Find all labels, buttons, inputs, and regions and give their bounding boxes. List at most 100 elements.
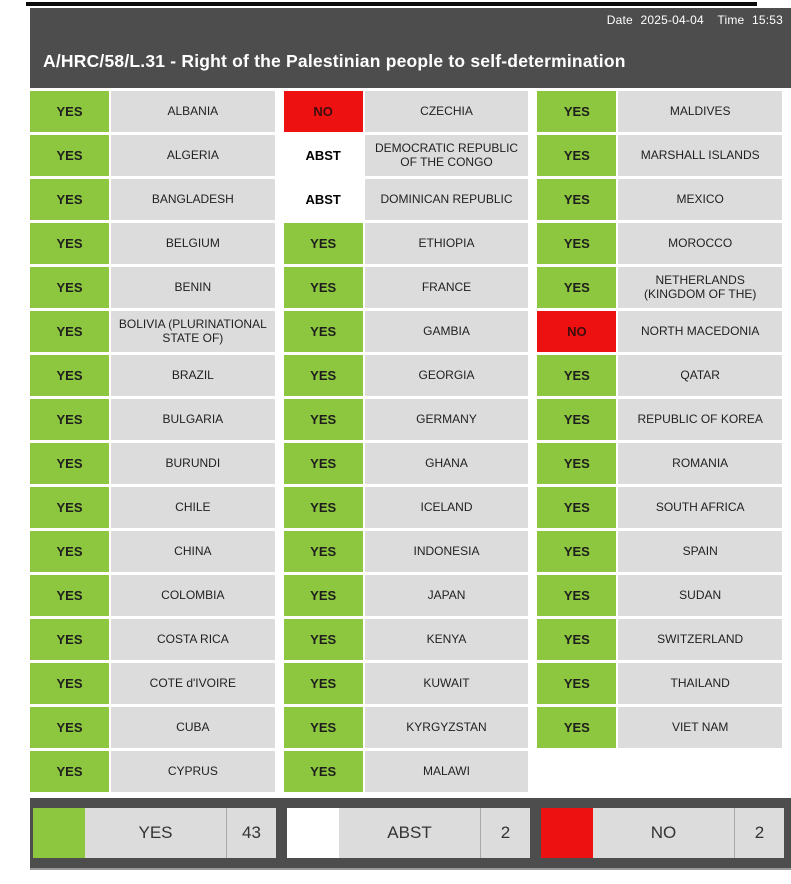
vote-row: YES VIET NAM — [537, 707, 783, 748]
vote-badge-yes: YES — [30, 487, 109, 528]
vote-row: YES REPUBLIC OF KOREA — [537, 399, 783, 440]
country-name: MOROCCO — [618, 223, 783, 264]
vote-row: NO CZECHIA — [283, 91, 529, 132]
country-name: QATAR — [618, 355, 783, 396]
vote-row: YES SUDAN — [537, 575, 783, 616]
vote-row: YES GEORGIA — [283, 355, 529, 396]
date-label: Date — [606, 13, 633, 27]
vote-badge-no: NO — [537, 311, 617, 352]
vote-row: YES ALGERIA — [30, 135, 275, 176]
country-name: KENYA — [364, 619, 529, 660]
summary-label: ABST — [339, 808, 480, 858]
vote-row: YES ICELAND — [283, 487, 529, 528]
vote-row: YES JAPAN — [283, 575, 529, 616]
summary-label: YES — [85, 808, 226, 858]
country-name: NORTH MACEDONIA — [618, 311, 783, 352]
time-label: Time — [717, 13, 745, 27]
vote-badge-yes: YES — [30, 355, 109, 396]
country-name: NETHERLANDS (KINGDOM OF THE) — [618, 267, 783, 308]
vote-row: YES QATAR — [537, 355, 783, 396]
header-bar: Date 2025-04-04 Time 15:53 A/HRC/58/L.31… — [30, 8, 791, 88]
vote-badge-no: NO — [283, 91, 363, 132]
summary-count: 2 — [480, 808, 530, 858]
country-name: GERMANY — [364, 399, 529, 440]
country-name: BANGLADESH — [111, 179, 275, 220]
vote-column-3: YES MALDIVES YES MARSHALL ISLANDS YES MEXICO Y… — [537, 91, 783, 792]
country-name: ICELAND — [364, 487, 529, 528]
summary-swatch-no — [541, 808, 593, 858]
vote-row: YES KENYA — [283, 619, 529, 660]
vote-row: YES SOUTH AFRICA — [537, 487, 783, 528]
country-name: DEMOCRATIC REPUBLIC OF THE CONGO — [364, 135, 529, 176]
summary-swatch-abst — [287, 808, 339, 858]
vote-badge-yes: YES — [30, 267, 109, 308]
vote-column-2: NO CZECHIA ABST DEMOCRATIC REPUBLIC OF THE … — [283, 91, 529, 792]
vote-badge-yes: YES — [537, 619, 617, 660]
date-value: 2025-04-04 — [640, 13, 704, 27]
resolution-title: A/HRC/58/L.31 - Right of the Palestinian… — [43, 51, 626, 71]
country-name: BENIN — [111, 267, 275, 308]
vote-row: YES GERMANY — [283, 399, 529, 440]
country-name: SOUTH AFRICA — [618, 487, 783, 528]
datetime: Date 2025-04-04 Time 15:53 — [603, 13, 783, 27]
vote-row: YES MARSHALL ISLANDS — [537, 135, 783, 176]
vote-badge-yes: YES — [537, 531, 617, 572]
vote-badge-yes: YES — [283, 267, 363, 308]
vote-badge-yes: YES — [537, 91, 617, 132]
vote-row: YES CHILE — [30, 487, 275, 528]
vote-row: YES GAMBIA — [283, 311, 529, 352]
summary-swatch-yes — [33, 808, 85, 858]
vote-row: YES BELGIUM — [30, 223, 275, 264]
vote-row: YES SWITZERLAND — [537, 619, 783, 660]
vote-badge-yes: YES — [283, 355, 363, 396]
country-name: MALDIVES — [618, 91, 783, 132]
vote-badge-yes: YES — [537, 443, 617, 484]
summary-count: 43 — [226, 808, 276, 858]
country-name: ROMANIA — [618, 443, 783, 484]
vote-row: YES COLOMBIA — [30, 575, 275, 616]
vote-grid: YES ALBANIA YES ALGERIA YES BANGLADESH YES BELG… — [30, 91, 791, 792]
country-name: COSTA RICA — [111, 619, 275, 660]
vote-row: YES NETHERLANDS (KINGDOM OF THE) — [537, 267, 783, 308]
vote-badge-yes: YES — [537, 179, 617, 220]
summary-count: 2 — [734, 808, 784, 858]
country-name: VIET NAM — [618, 707, 783, 748]
vote-row: YES MALAWI — [283, 751, 529, 792]
vote-badge-yes: YES — [30, 91, 109, 132]
country-name: BELGIUM — [111, 223, 275, 264]
vote-row: YES BRAZIL — [30, 355, 275, 396]
country-name: COLOMBIA — [111, 575, 275, 616]
vote-badge-yes: YES — [537, 399, 617, 440]
country-name: GEORGIA — [364, 355, 529, 396]
country-name: CHINA — [111, 531, 275, 572]
vote-row: YES INDONESIA — [283, 531, 529, 572]
vote-badge-yes: YES — [30, 663, 109, 704]
vote-badge-yes: YES — [537, 135, 617, 176]
vote-badge-yes: YES — [283, 443, 363, 484]
country-name: SUDAN — [618, 575, 783, 616]
vote-row: YES BENIN — [30, 267, 275, 308]
country-name: BRAZIL — [111, 355, 275, 396]
vote-badge-yes: YES — [283, 531, 363, 572]
summary-group-no: NO 2 — [541, 808, 784, 858]
vote-badge-yes: YES — [30, 223, 109, 264]
country-name: THAILAND — [618, 663, 783, 704]
country-name: CZECHIA — [364, 91, 529, 132]
country-name: BURUNDI — [111, 443, 275, 484]
vote-row: YES FRANCE — [283, 267, 529, 308]
country-name: CUBA — [111, 707, 275, 748]
vote-row: YES ALBANIA — [30, 91, 275, 132]
country-name: BOLIVIA (PLURINATIONAL STATE OF) — [111, 311, 275, 352]
country-name: ALGERIA — [111, 135, 275, 176]
country-name: MALAWI — [364, 751, 529, 792]
vote-row: YES KYRGYZSTAN — [283, 707, 529, 748]
country-name: BULGARIA — [111, 399, 275, 440]
country-name: KYRGYZSTAN — [364, 707, 529, 748]
country-name: CYPRUS — [111, 751, 275, 792]
country-name: SWITZERLAND — [618, 619, 783, 660]
time-value: 15:53 — [751, 13, 783, 27]
summary-label: NO — [593, 808, 734, 858]
summary-bar: YES 43 ABST 2 NO 2 — [30, 798, 791, 870]
country-name: REPUBLIC OF KOREA — [618, 399, 783, 440]
vote-row: NO NORTH MACEDONIA — [537, 311, 783, 352]
